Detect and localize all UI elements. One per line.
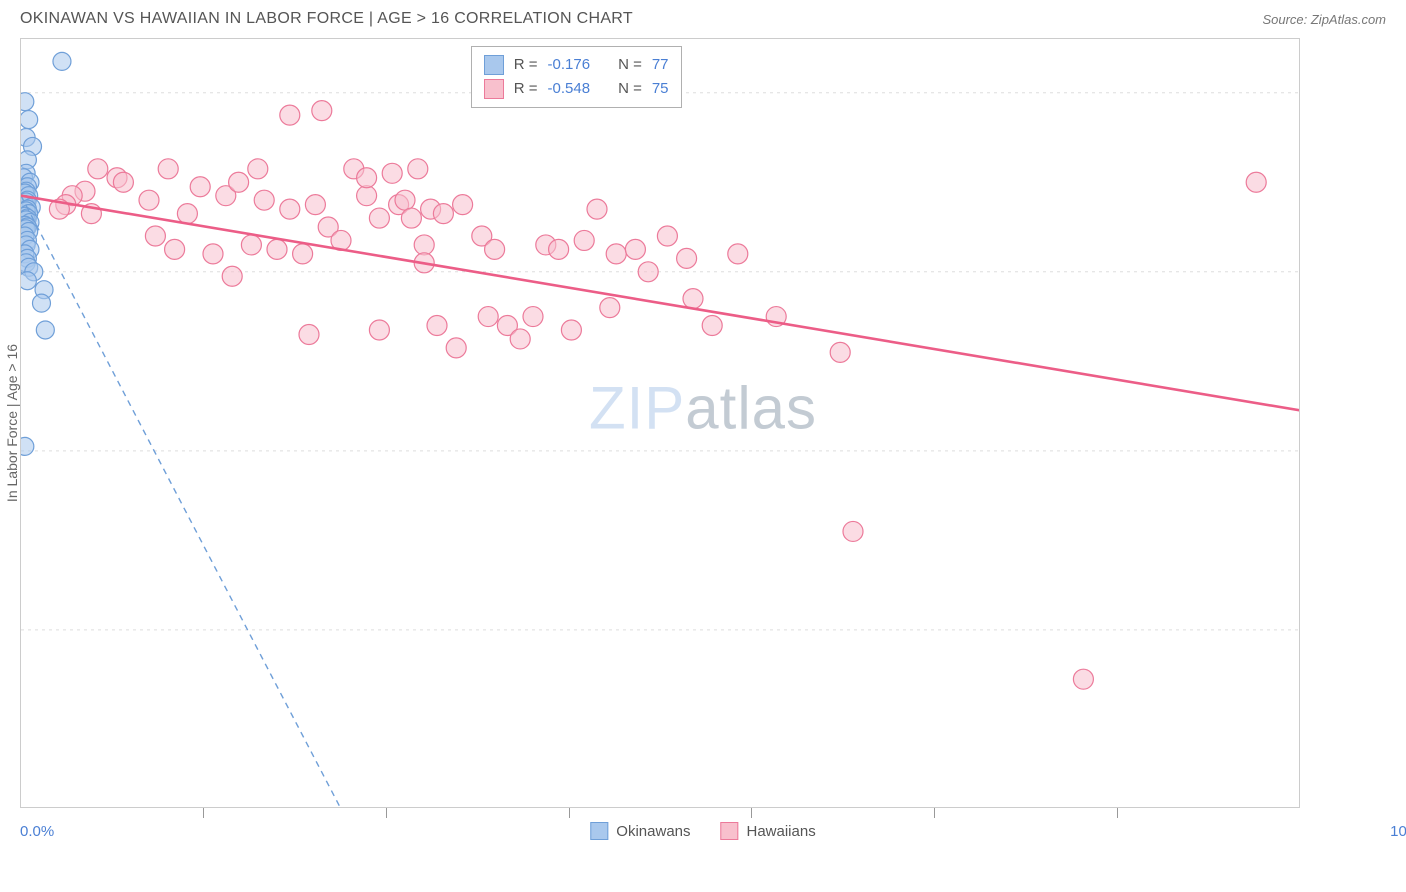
x-axis-max-label: 100.0%: [1390, 823, 1406, 840]
series-legend-item: Okinawans: [590, 822, 690, 840]
chart-container: In Labor Force | Age > 16 ZIPatlas R = -…: [20, 38, 1386, 808]
y-tick-label: 80.0%: [1401, 83, 1406, 100]
x-tick: [1117, 808, 1118, 818]
source-credit: Source: ZipAtlas.com: [1262, 12, 1386, 27]
chart-title: OKINAWAN VS HAWAIIAN IN LABOR FORCE | AG…: [20, 10, 633, 28]
x-tick: [934, 808, 935, 818]
legend-label: Okinawans: [616, 823, 690, 840]
legend-swatch: [484, 55, 504, 75]
x-tick: [751, 808, 752, 818]
x-tick: [203, 808, 204, 818]
legend-swatch: [484, 79, 504, 99]
series-legend-item: Hawaiians: [721, 822, 816, 840]
y-axis-label: In Labor Force | Age > 16: [4, 344, 20, 502]
y-tick-label: 60.0%: [1401, 262, 1406, 279]
stats-legend: R = -0.176N = 77R = -0.548N = 75: [471, 46, 682, 108]
y-tick-label: 40.0%: [1401, 441, 1406, 458]
legend-row: R = -0.548N = 75: [484, 77, 669, 101]
legend-row: R = -0.176N = 77: [484, 53, 669, 77]
x-axis-min-label: 0.0%: [20, 823, 54, 840]
x-tick: [569, 808, 570, 818]
y-tick-label: 20.0%: [1401, 620, 1406, 637]
x-tick: [386, 808, 387, 818]
series-legend: Okinawans Hawaiians: [590, 822, 815, 840]
legend-swatch: [721, 822, 739, 840]
correlation-chart: [20, 38, 1300, 808]
legend-label: Hawaiians: [747, 823, 816, 840]
legend-swatch: [590, 822, 608, 840]
